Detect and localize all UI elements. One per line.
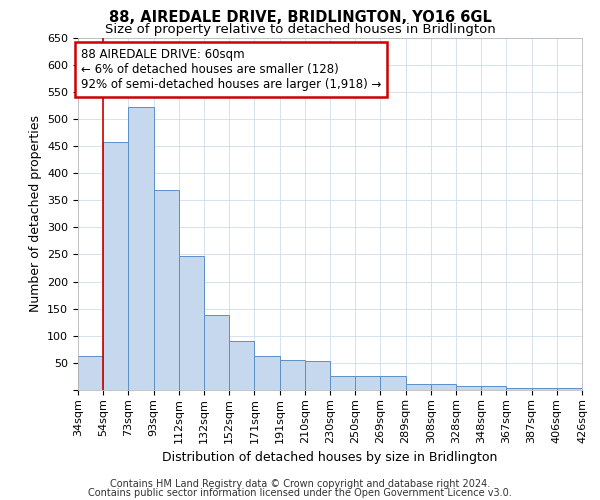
Text: Contains public sector information licensed under the Open Government Licence v3: Contains public sector information licen… — [88, 488, 512, 498]
Bar — [128, 108, 154, 390]
Bar — [204, 314, 229, 390]
Bar — [103, 142, 128, 390]
Bar — [280, 360, 305, 390]
Bar — [456, 386, 481, 390]
X-axis label: Distribution of detached houses by size in Bridlington: Distribution of detached houses by size … — [163, 451, 497, 464]
Bar — [330, 376, 355, 390]
Bar — [229, 340, 254, 390]
Text: Contains HM Land Registry data © Crown copyright and database right 2024.: Contains HM Land Registry data © Crown c… — [110, 479, 490, 489]
Bar — [406, 384, 431, 390]
Bar — [431, 384, 456, 390]
Bar — [380, 376, 406, 390]
Bar — [506, 388, 532, 390]
Bar — [355, 376, 380, 390]
Bar — [557, 388, 582, 390]
Bar — [154, 190, 179, 390]
Bar — [179, 256, 204, 390]
Text: 88 AIREDALE DRIVE: 60sqm
← 6% of detached houses are smaller (128)
92% of semi-d: 88 AIREDALE DRIVE: 60sqm ← 6% of detache… — [80, 48, 381, 91]
Bar — [481, 386, 506, 390]
Text: 88, AIREDALE DRIVE, BRIDLINGTON, YO16 6GL: 88, AIREDALE DRIVE, BRIDLINGTON, YO16 6G… — [109, 10, 491, 25]
Bar — [305, 362, 330, 390]
Bar — [532, 388, 557, 390]
Text: Size of property relative to detached houses in Bridlington: Size of property relative to detached ho… — [104, 22, 496, 36]
Bar — [254, 356, 280, 390]
Bar — [78, 356, 103, 390]
Y-axis label: Number of detached properties: Number of detached properties — [29, 116, 41, 312]
